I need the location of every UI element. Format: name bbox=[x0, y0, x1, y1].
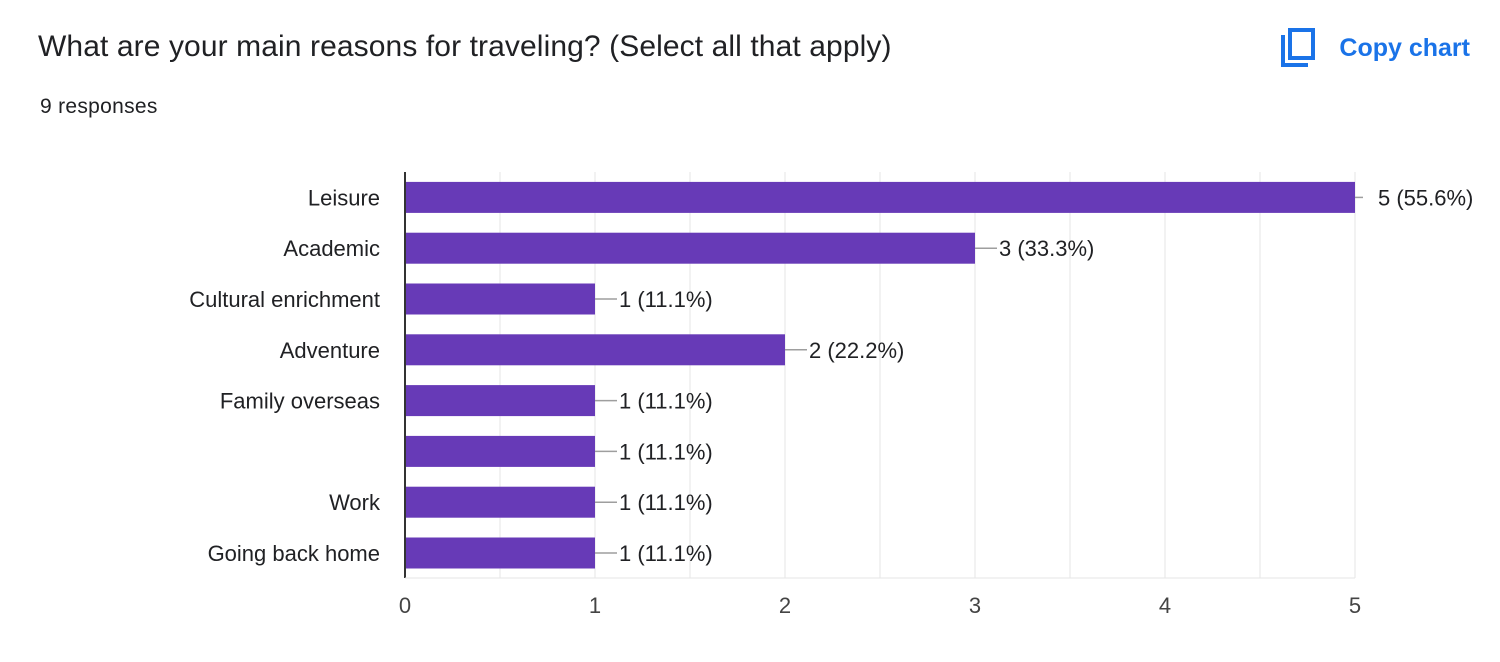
category-label: Going back home bbox=[208, 541, 380, 566]
x-tick-labels: 0 1 2 3 4 5 bbox=[399, 593, 1361, 618]
category-labels: Leisure Academic Cultural enrichment Advent… bbox=[189, 185, 381, 566]
category-label: Academic bbox=[283, 236, 380, 261]
x-tick-label: 3 bbox=[969, 593, 981, 618]
bar bbox=[405, 334, 785, 366]
category-label: Leisure bbox=[308, 185, 380, 210]
x-tick-label: 5 bbox=[1349, 593, 1361, 618]
category-label: Work bbox=[329, 490, 381, 515]
value-label: 3 (33.3%) bbox=[999, 236, 1094, 261]
value-label: 5 (55.6%) bbox=[1378, 185, 1473, 210]
x-tick-label: 2 bbox=[779, 593, 791, 618]
bar bbox=[405, 486, 595, 518]
bars bbox=[405, 181, 1355, 569]
value-labels: 5 (55.6%) 3 (33.3%) 1 (11.1%) 2 (22.2%) 1 (1… bbox=[619, 185, 1473, 566]
value-label: 1 (11.1%) bbox=[619, 541, 713, 566]
category-label: Cultural enrichment bbox=[189, 287, 380, 312]
copy-chart-label: Copy chart bbox=[1339, 33, 1470, 62]
leader-lines bbox=[595, 196, 1363, 554]
copy-chart-button[interactable]: Copy chart bbox=[1281, 26, 1470, 70]
bar bbox=[405, 181, 1355, 213]
x-tick-label: 1 bbox=[589, 593, 601, 618]
response-count: 9 responses bbox=[40, 95, 158, 118]
value-label: 1 (11.1%) bbox=[619, 287, 713, 312]
chart-title: What are your main reasons for traveling… bbox=[38, 30, 892, 63]
value-label: 1 (11.1%) bbox=[619, 389, 713, 414]
x-tick-label: 0 bbox=[399, 593, 411, 618]
value-label: 2 (22.2%) bbox=[809, 338, 904, 363]
axes bbox=[404, 172, 1355, 579]
bar bbox=[405, 385, 595, 417]
x-tick-label: 4 bbox=[1159, 593, 1171, 618]
bar bbox=[405, 435, 595, 467]
category-label: Adventure bbox=[280, 338, 380, 363]
value-label: 1 (11.1%) bbox=[619, 439, 713, 464]
bar bbox=[405, 283, 595, 315]
value-label: 1 (11.1%) bbox=[619, 490, 713, 515]
category-label: Family overseas bbox=[220, 389, 380, 414]
bar bbox=[405, 232, 975, 264]
copy-icon bbox=[1281, 28, 1316, 68]
bar bbox=[405, 537, 595, 569]
